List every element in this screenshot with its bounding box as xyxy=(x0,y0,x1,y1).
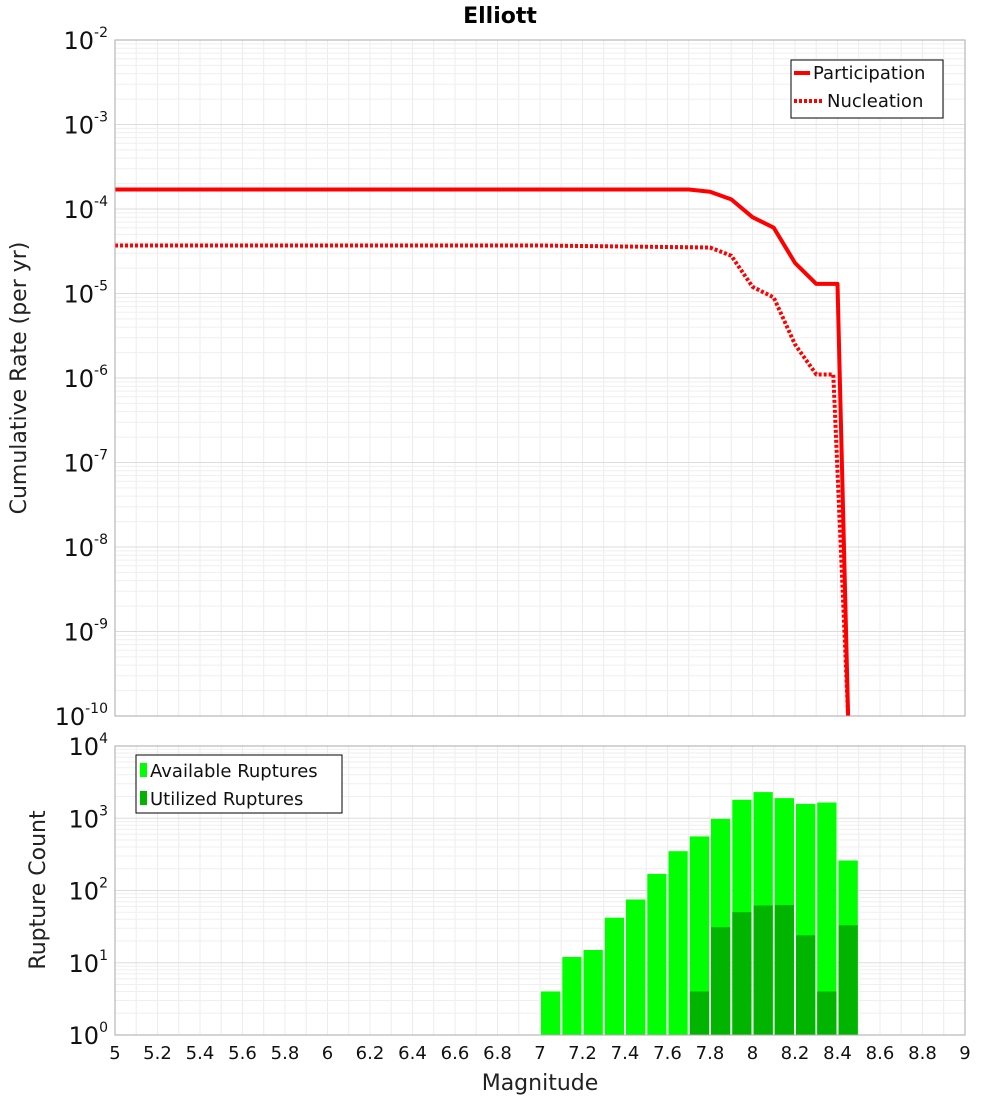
x-tick-label: 5.8 xyxy=(271,1043,300,1064)
legend-available-swatch xyxy=(140,763,147,777)
top-y-axis-label: Cumulative Rate (per yr) xyxy=(7,242,32,515)
top-y-tick-label: 10-5 xyxy=(63,279,108,309)
available-bar xyxy=(562,957,582,1035)
x-tick-label: 5.2 xyxy=(143,1043,172,1064)
bottom-y-axis-label: Rupture Count xyxy=(26,810,51,970)
top-y-tick-label: 10-2 xyxy=(63,25,108,55)
available-bar xyxy=(689,836,710,1035)
legend-nucleation-label: Nucleation xyxy=(827,91,923,112)
x-tick-label: 7.4 xyxy=(611,1043,640,1064)
available-bar xyxy=(541,991,561,1035)
x-tick-label: 5.6 xyxy=(228,1043,257,1064)
top-y-ticks: 10-2 10-3 10-4 10-5 10-6 10-7 10-8 10-9 10-10 xyxy=(55,25,109,731)
utilized-bar xyxy=(774,905,794,1035)
utilized-bar xyxy=(711,927,731,1035)
top-y-tick-label: 10-8 xyxy=(63,532,108,562)
legend-utilized-swatch xyxy=(140,791,147,805)
x-tick-label: 5.4 xyxy=(186,1043,215,1064)
x-tick-label: 8 xyxy=(747,1043,758,1064)
available-bar xyxy=(647,873,667,1035)
legend-utilized-label: Utilized Ruptures xyxy=(150,789,303,810)
top-y-tick-label: 10-4 xyxy=(63,194,108,224)
top-y-tick-label: 10-6 xyxy=(63,363,108,393)
x-tick-label: 6.2 xyxy=(356,1043,385,1064)
x-tick-labels: 5 5.2 5.4 5.6 5.8 6 6.2 6.4 6.6 6.8 7 7.2 7.4 7.6 7.8 8… xyxy=(109,1043,970,1064)
available-bar xyxy=(817,802,837,1035)
bottom-y-tick-label: 103 xyxy=(69,803,108,833)
available-bar xyxy=(583,950,603,1035)
bottom-bars xyxy=(541,792,858,1035)
x-tick-label: 9 xyxy=(959,1043,970,1064)
bottom-y-ticks: 100 101 102 103 104 xyxy=(69,731,109,1050)
x-tick-label: 6.6 xyxy=(441,1043,470,1064)
available-bar xyxy=(604,917,624,1035)
available-bar xyxy=(626,899,646,1035)
x-tick-label: 7 xyxy=(534,1043,545,1064)
utilized-bar xyxy=(817,991,837,1035)
top-y-tick-label: 10-10 xyxy=(55,701,108,731)
legend-available-label: Available Ruptures xyxy=(150,761,318,782)
top-legend: Participation Nucleation xyxy=(790,59,944,119)
chart-title: Elliott xyxy=(463,4,537,29)
x-tick-label: 6.4 xyxy=(398,1043,427,1064)
utilized-bar xyxy=(796,935,816,1035)
x-tick-label: 6 xyxy=(322,1043,333,1064)
legend-participation-label: Participation xyxy=(813,63,925,84)
series-line-nucleation xyxy=(115,243,851,717)
utilized-bar xyxy=(838,925,858,1035)
bottom-y-tick-label: 102 xyxy=(69,876,108,906)
top-y-tick-label: 10-9 xyxy=(63,617,108,647)
x-tick-label: 7.6 xyxy=(653,1043,682,1064)
top-legend-box xyxy=(790,59,944,119)
utilized-bar xyxy=(753,905,773,1035)
utilized-bar xyxy=(732,912,752,1035)
x-tick-label: 8.2 xyxy=(781,1043,810,1064)
bottom-legend-box xyxy=(135,754,343,814)
x-tick-label: 7.2 xyxy=(568,1043,597,1064)
bottom-y-tick-label: 101 xyxy=(69,948,108,978)
bottom-legend: Available Ruptures Utilized Ruptures xyxy=(135,754,343,814)
top-plot-frame xyxy=(114,39,966,717)
top-y-tick-label: 10-3 xyxy=(63,110,108,140)
x-tick-label: 6.8 xyxy=(483,1043,512,1064)
x-tick-label: 5 xyxy=(109,1043,120,1064)
utilized-bar xyxy=(689,991,710,1035)
top-y-tick-label: 10-7 xyxy=(63,448,108,478)
series-line-participation xyxy=(115,187,851,717)
x-tick-label: 8.4 xyxy=(823,1043,852,1064)
top-series-lines xyxy=(115,187,851,717)
top-grid xyxy=(115,40,965,716)
x-axis-label: Magnitude xyxy=(482,1071,599,1096)
x-tick-label: 7.8 xyxy=(696,1043,725,1064)
x-tick-label: 8.6 xyxy=(866,1043,895,1064)
bottom-plot-frame xyxy=(114,745,966,1036)
available-bar xyxy=(668,851,688,1035)
x-tick-label: 8.8 xyxy=(908,1043,937,1064)
bottom-y-tick-label: 104 xyxy=(69,731,109,761)
bottom-y-tick-label: 100 xyxy=(69,1020,108,1050)
